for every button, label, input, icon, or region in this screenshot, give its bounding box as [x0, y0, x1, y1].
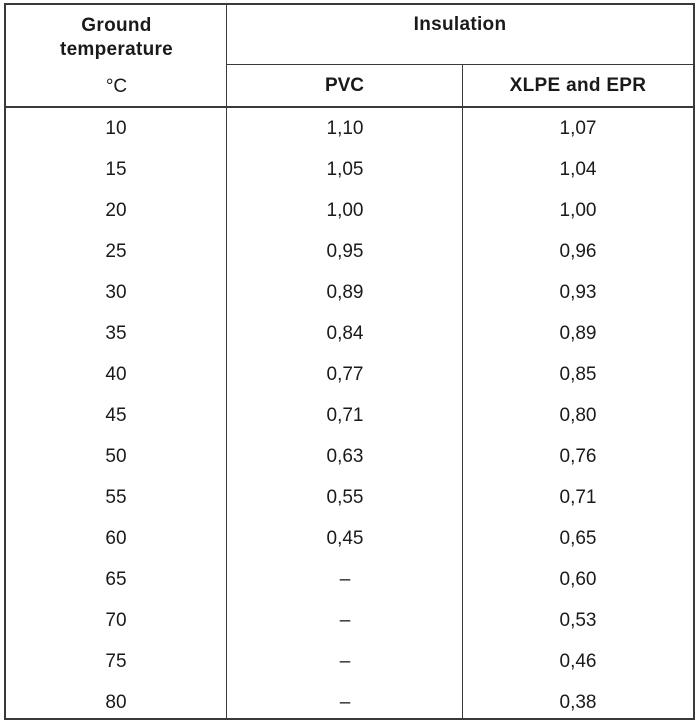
header-divider	[6, 106, 693, 108]
table-row: 65 – 0,60	[6, 559, 693, 600]
cell-pvc: 0,55	[326, 487, 364, 508]
cell-xlpe-epr: 1,07	[559, 118, 597, 139]
cell-xlpe-epr: 0,76	[559, 446, 597, 467]
cell-xlpe-epr: 0,71	[559, 487, 597, 508]
cell-pvc: 1,05	[326, 159, 364, 180]
cell-pvc: 0,63	[326, 446, 364, 467]
cell-temperature: 25	[105, 241, 127, 262]
header-xlpe-epr: XLPE and EPR	[509, 75, 647, 96]
table-row: 80 – 0,38	[6, 682, 693, 723]
cell-pvc: 1,00	[326, 200, 364, 221]
table-row: 10 1,10 1,07	[6, 108, 693, 149]
column-divider-2	[462, 106, 463, 718]
table-row: 55 0,55 0,71	[6, 477, 693, 518]
header-temp-unit: °C	[105, 76, 128, 97]
cell-pvc: 1,10	[326, 118, 364, 139]
cell-pvc: 0,95	[326, 241, 364, 262]
cell-xlpe-epr: 0,46	[559, 651, 597, 672]
header-insulation: Insulation	[227, 5, 693, 65]
cell-temperature: 40	[105, 364, 127, 385]
cell-temperature: 10	[105, 118, 127, 139]
table-row: 25 0,95 0,96	[6, 231, 693, 272]
cell-pvc: 0,77	[326, 364, 364, 385]
cell-xlpe-epr: 0,93	[559, 282, 597, 303]
header-ground-temperature: Ground temperature °C	[6, 5, 227, 106]
cell-temperature: 35	[105, 323, 127, 344]
cell-xlpe-epr: 0,53	[559, 610, 597, 631]
cell-pvc: –	[339, 610, 351, 631]
header-temp-line2: temperature	[59, 39, 174, 60]
cell-pvc: –	[339, 569, 351, 590]
table-row: 60 0,45 0,65	[6, 518, 693, 559]
cell-temperature: 75	[105, 651, 127, 672]
cell-temperature: 60	[105, 528, 127, 549]
cell-pvc: 0,71	[326, 405, 364, 426]
cell-pvc: 0,89	[326, 282, 364, 303]
cell-temperature: 55	[105, 487, 127, 508]
cell-temperature: 45	[105, 405, 127, 426]
cell-temperature: 15	[105, 159, 127, 180]
cell-xlpe-epr: 0,96	[559, 241, 597, 262]
table-row: 15 1,05 1,04	[6, 149, 693, 190]
cell-xlpe-epr: 0,60	[559, 569, 597, 590]
cell-pvc: 0,45	[326, 528, 364, 549]
cell-temperature: 30	[105, 282, 127, 303]
cell-xlpe-epr: 0,38	[559, 692, 597, 713]
cell-xlpe-epr: 1,00	[559, 200, 597, 221]
cell-temperature: 50	[105, 446, 127, 467]
cell-temperature: 70	[105, 610, 127, 631]
table-row: 45 0,71 0,80	[6, 395, 693, 436]
cell-xlpe-epr: 0,80	[559, 405, 597, 426]
cell-xlpe-epr: 0,85	[559, 364, 597, 385]
table-row: 50 0,63 0,76	[6, 436, 693, 477]
table-row: 70 – 0,53	[6, 600, 693, 641]
table-row: 20 1,00 1,00	[6, 190, 693, 231]
header-temp-line1: Ground	[81, 15, 152, 36]
cell-xlpe-epr: 1,04	[559, 159, 597, 180]
cell-xlpe-epr: 0,89	[559, 323, 597, 344]
table-body: 10 1,10 1,07 15 1,05 1,04 20 1,00 1,00 25 0,95 0,96…	[6, 108, 693, 723]
header-pvc: PVC	[227, 65, 463, 106]
table-row: 40 0,77 0,85	[6, 354, 693, 395]
cell-temperature: 65	[105, 569, 127, 590]
table-row: 30 0,89 0,93	[6, 272, 693, 313]
table-row: 75 – 0,46	[6, 641, 693, 682]
cell-temperature: 80	[105, 692, 127, 713]
table-row: 35 0,84 0,89	[6, 313, 693, 354]
cell-pvc: –	[339, 651, 351, 672]
cell-pvc: –	[339, 692, 351, 713]
cell-xlpe-epr: 0,65	[559, 528, 597, 549]
column-divider-1	[226, 106, 227, 718]
cell-temperature: 20	[105, 200, 127, 221]
rating-factor-table: Ground temperature °C Insulation PVC XLP…	[4, 3, 695, 720]
cell-pvc: 0,84	[326, 323, 364, 344]
